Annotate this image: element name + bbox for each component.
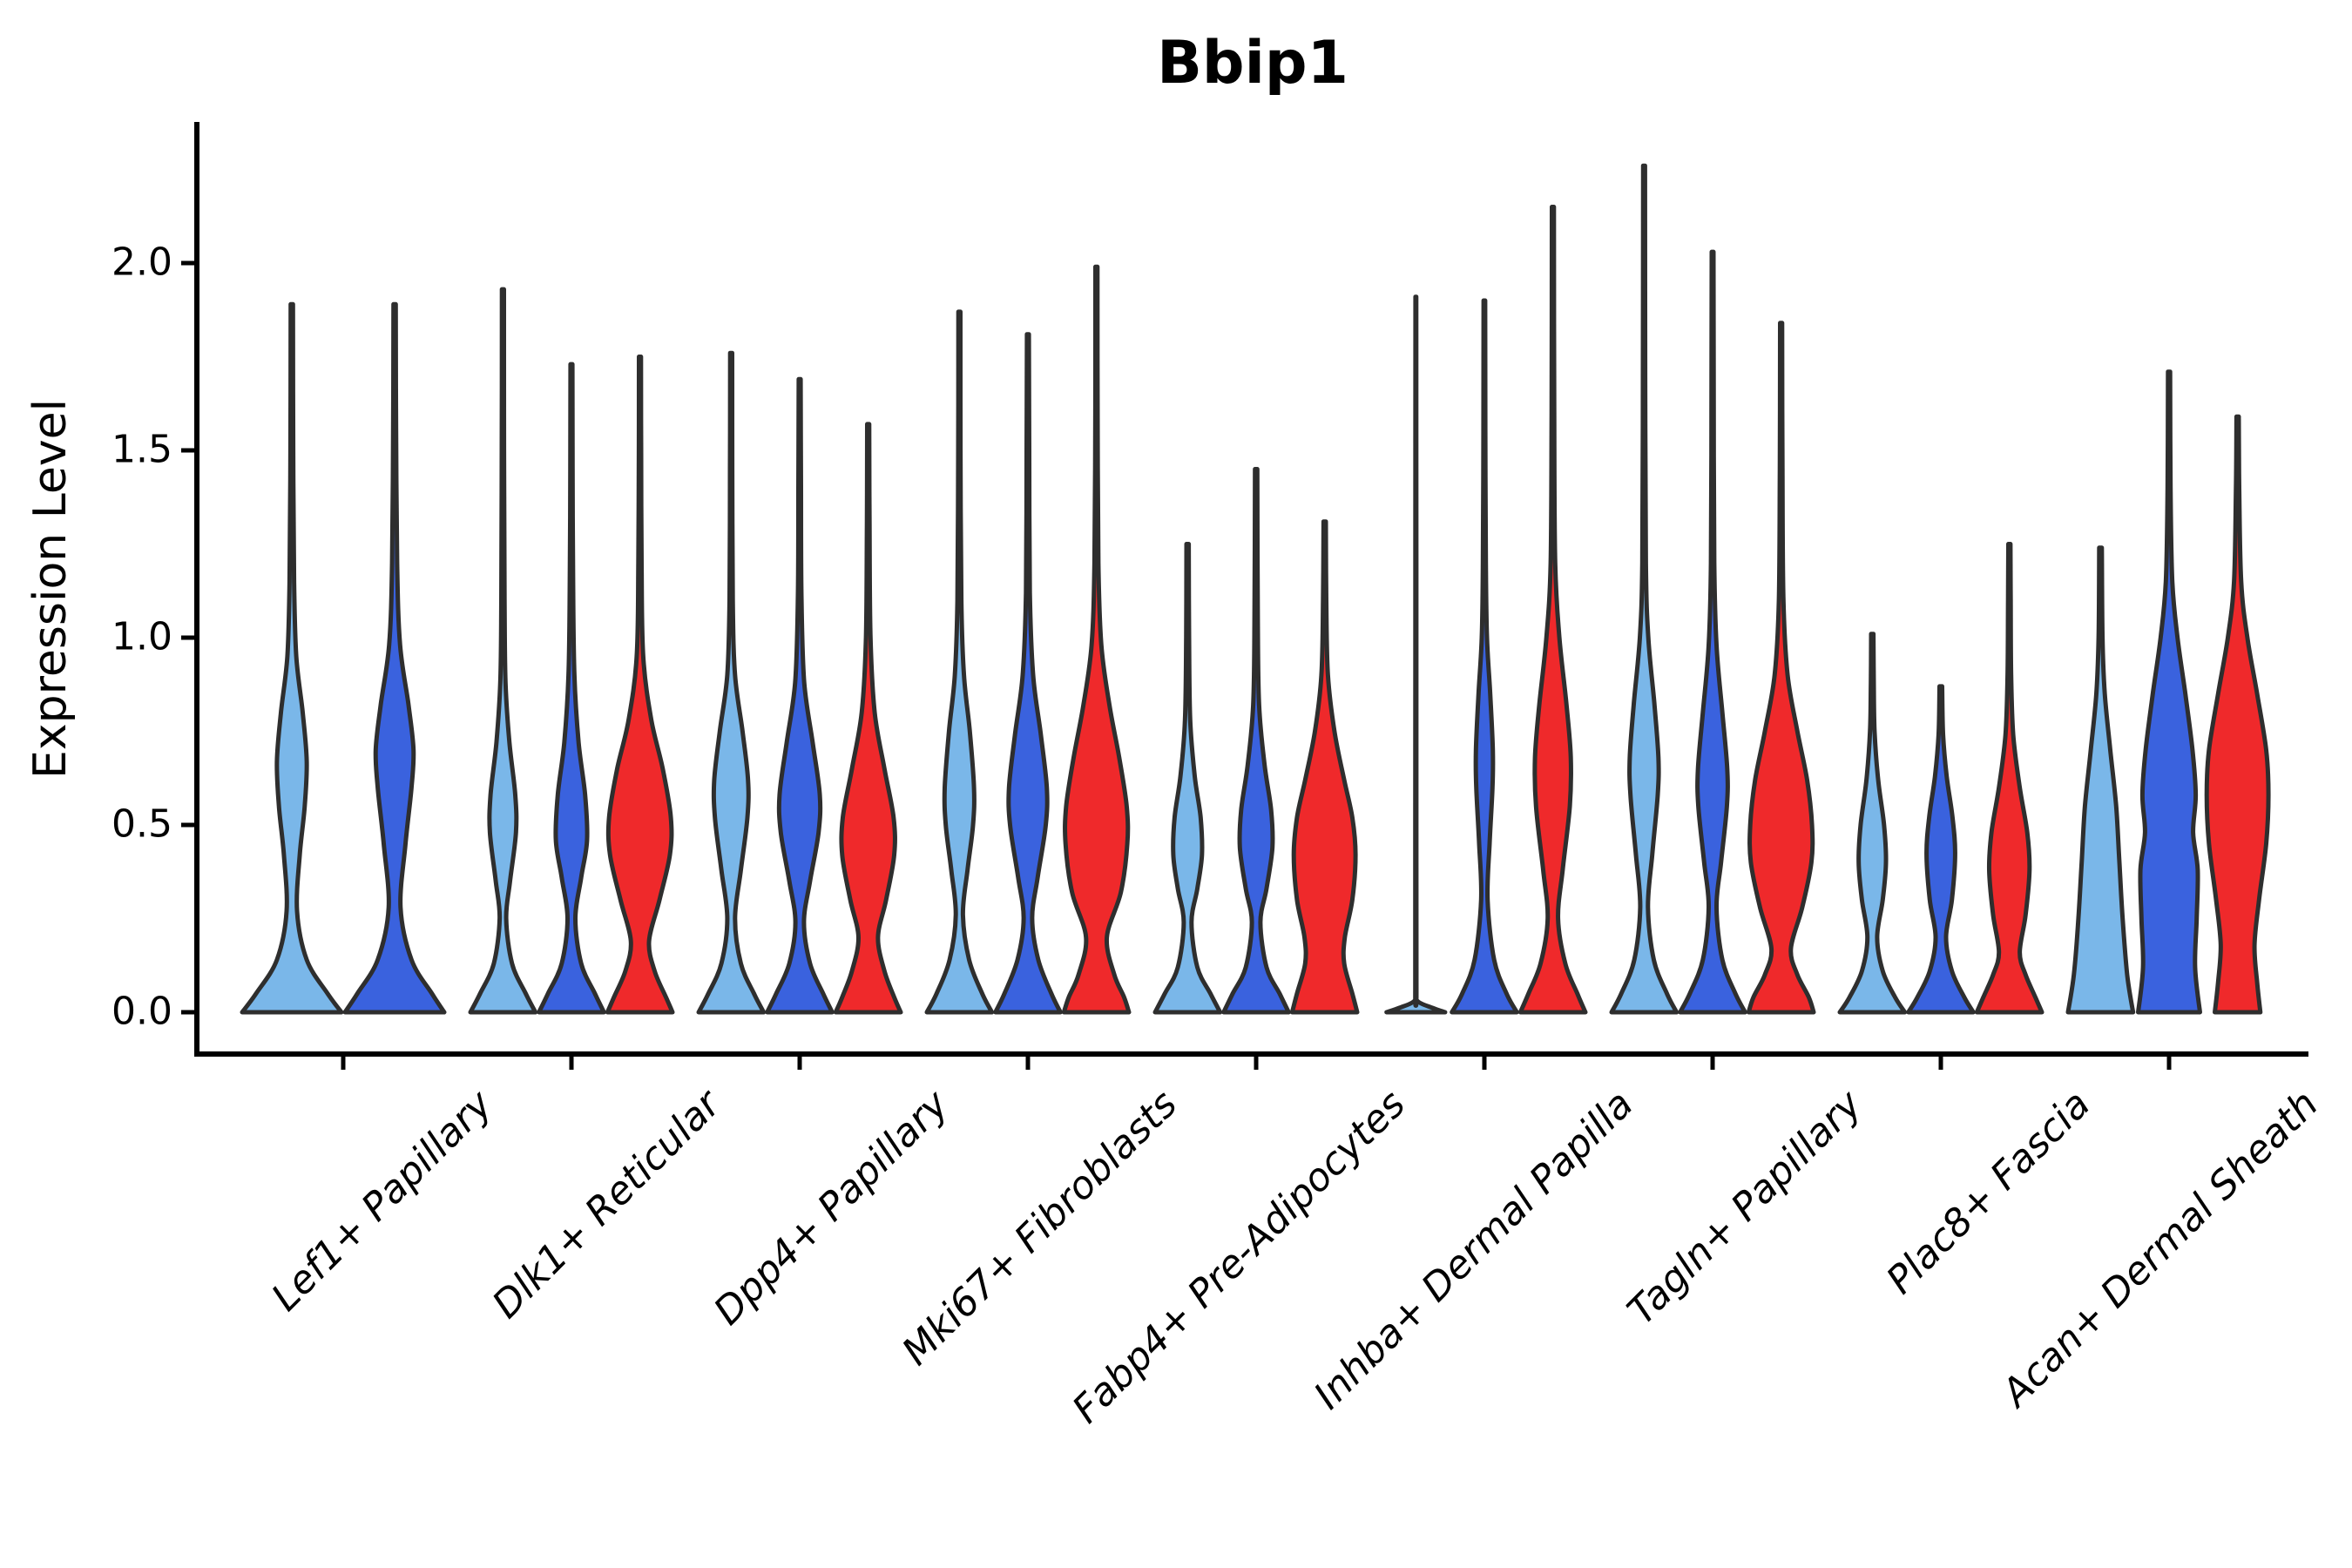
- violin-inhba-dermal-papilla-dark_blue: [1450, 298, 1519, 1015]
- violin-plac8-fascia-dark_blue: [1906, 684, 1976, 1015]
- violin-dlk1-reticular-red: [605, 355, 675, 1015]
- violin-dlk1-reticular-dark_blue: [537, 362, 606, 1015]
- violin-tagln-papillary-dark_blue: [1678, 249, 1747, 1015]
- y-tick-label-1.0: 1.0: [112, 614, 172, 659]
- violin-dpp4-papillary-red: [833, 422, 903, 1015]
- violin-fabp4-pre-adipocytes-light_blue: [1152, 542, 1223, 1015]
- violin-acan-dermal-sheath-light_blue: [2065, 545, 2136, 1015]
- violin-inhba-dermal-papilla-red: [1517, 205, 1588, 1015]
- violin-acan-dermal-sheath-dark_blue: [2136, 369, 2202, 1015]
- violin-fabp4-pre-adipocytes-red: [1289, 519, 1360, 1015]
- violin-mki67-fibroblasts-dark_blue: [993, 332, 1063, 1015]
- violin-plac8-fascia-red: [1974, 542, 2044, 1015]
- violin-dlk1-reticular-light_blue: [468, 287, 538, 1015]
- violin-lef1-papillary-light_blue: [240, 301, 344, 1015]
- violin-plac8-fascia-light_blue: [1837, 632, 1908, 1015]
- violin-mki67-fibroblasts-red: [1061, 264, 1132, 1015]
- violin-tagln-papillary-red: [1746, 321, 1816, 1015]
- y-axis-label: Expression Level: [24, 398, 77, 780]
- violin-lef1-papillary-dark_blue: [342, 301, 447, 1015]
- violin-fabp4-pre-adipocytes-dark_blue: [1221, 467, 1291, 1015]
- violin-mki67-fibroblasts-light_blue: [924, 309, 995, 1015]
- y-tick-label-1.5: 1.5: [112, 427, 172, 472]
- y-tick-label-2.0: 2.0: [112, 240, 172, 285]
- violin-acan-dermal-sheath-red: [2204, 414, 2271, 1015]
- y-tick-label-0.0: 0.0: [112, 989, 172, 1034]
- violin-inhba-dermal-papilla-light_blue: [1384, 294, 1448, 1015]
- violin-dpp4-papillary-light_blue: [696, 350, 767, 1015]
- violin-tagln-papillary-light_blue: [1609, 163, 1680, 1015]
- y-tick-label-0.5: 0.5: [112, 801, 172, 847]
- violin-dpp4-papillary-dark_blue: [765, 376, 835, 1015]
- chart-title: Bbip1: [1157, 29, 1348, 98]
